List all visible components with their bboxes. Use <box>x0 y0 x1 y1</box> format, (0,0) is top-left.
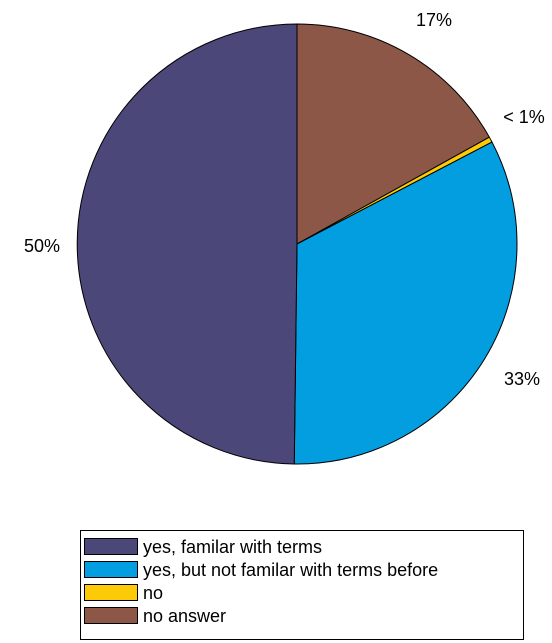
legend-label: yes, but not familar with terms before <box>143 559 439 580</box>
legend-label: yes, familar with terms <box>143 536 323 557</box>
legend-label: no answer <box>143 605 227 626</box>
legend-swatch <box>84 584 138 601</box>
label-yes-familiar: 50% <box>24 236 60 256</box>
legend-item-no: no <box>84 581 523 604</box>
slice-yes-not-familiar <box>293 141 518 465</box>
label-yes-not-familiar: 33% <box>504 369 540 389</box>
legend-swatch <box>84 607 138 624</box>
pie-slices <box>76 23 518 465</box>
legend-swatch <box>84 538 138 555</box>
legend-item-no-answer: no answer <box>84 604 523 627</box>
slice-no-answer <box>296 23 491 245</box>
label-no: < 1% <box>503 107 545 127</box>
legend-item-yes-familiar: yes, familar with terms <box>84 535 523 558</box>
legend-item-yes-not-familiar: yes, but not familar with terms before <box>84 558 523 581</box>
slice-yes-familiar <box>76 23 298 465</box>
legend-swatch <box>84 561 138 578</box>
label-no-answer: 17% <box>416 10 452 30</box>
legend: yes, familar with terms yes, but not fam… <box>80 530 524 640</box>
pie-chart: 50% 33% < 1% 17% <box>24 10 545 465</box>
legend-label: no <box>143 582 164 603</box>
